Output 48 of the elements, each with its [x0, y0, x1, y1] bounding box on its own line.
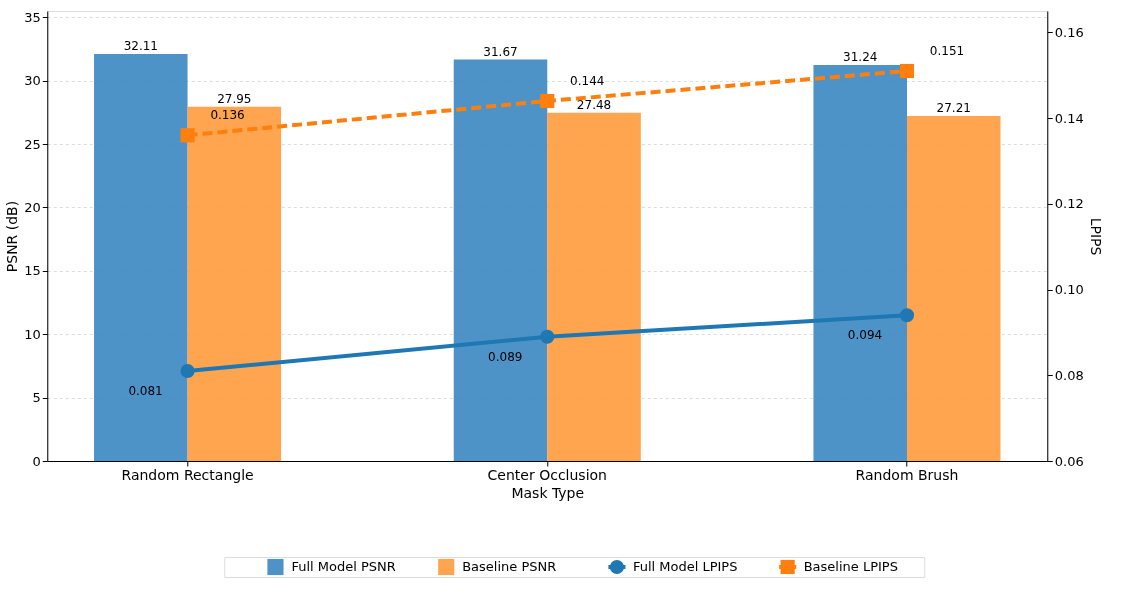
- bar: [94, 53, 188, 461]
- y-tick-label: 10: [24, 326, 41, 342]
- bar: [547, 112, 641, 461]
- point: [540, 329, 555, 344]
- y-tick-label: 35: [24, 9, 41, 25]
- data-label: 0.151: [929, 44, 965, 58]
- y-tick-label: 30: [24, 73, 41, 89]
- data-label: 27.95: [217, 91, 252, 106]
- y-tick-label: 0: [32, 453, 41, 469]
- y2-tick-label: 0.14: [1054, 110, 1084, 126]
- point: [180, 363, 195, 379]
- y-tick-label: 15: [24, 263, 41, 279]
- data-label: 0.081: [128, 384, 163, 398]
- bar: [453, 59, 548, 461]
- bar: [906, 116, 1001, 461]
- data-label: 0.144: [570, 74, 605, 88]
- x-axis-title: Mask Type: [511, 484, 585, 501]
- y2-tick-label: 0.10: [1054, 282, 1084, 298]
- data-label: 27.21: [936, 101, 971, 116]
- y-tick-label: 20: [24, 199, 41, 215]
- x-tick-label: Center Occlusion: [487, 466, 607, 483]
- y-tick-label: 25: [24, 136, 41, 152]
- y2-tick-label: 0.16: [1054, 24, 1084, 40]
- point: [540, 93, 555, 109]
- data-label: 0.089: [488, 349, 523, 364]
- bar: [813, 65, 907, 461]
- data-label: 31.24: [843, 50, 878, 64]
- y2-axis-title: LPIPS: [1087, 217, 1104, 256]
- y-tick-label: 5: [32, 390, 41, 406]
- x-tick-label: Random Brush: [855, 466, 959, 483]
- legend-label: Baseline PSNR: [462, 559, 557, 574]
- y2-tick-label: 0.08: [1054, 367, 1084, 383]
- point: [899, 308, 915, 323]
- data-label: 27.48: [576, 97, 612, 112]
- y-axis-title: PSNR (dB): [4, 200, 21, 273]
- y2-tick-label: 0.06: [1054, 453, 1084, 469]
- y2-tick-label: 0.12: [1054, 196, 1084, 212]
- point: [180, 128, 195, 143]
- bar: [187, 106, 282, 461]
- legend-label: Baseline LPIPS: [803, 559, 898, 574]
- data-label: 32.11: [123, 38, 158, 53]
- legend-label: Full Model PSNR: [291, 559, 396, 574]
- point: [899, 63, 915, 79]
- legend-label: Full Model LPIPS: [632, 559, 738, 574]
- data-label: 0.094: [847, 328, 883, 343]
- data-label: 31.67: [483, 44, 518, 59]
- data-label: 0.136: [210, 108, 245, 123]
- x-tick-label: Random Rectangle: [121, 466, 254, 483]
